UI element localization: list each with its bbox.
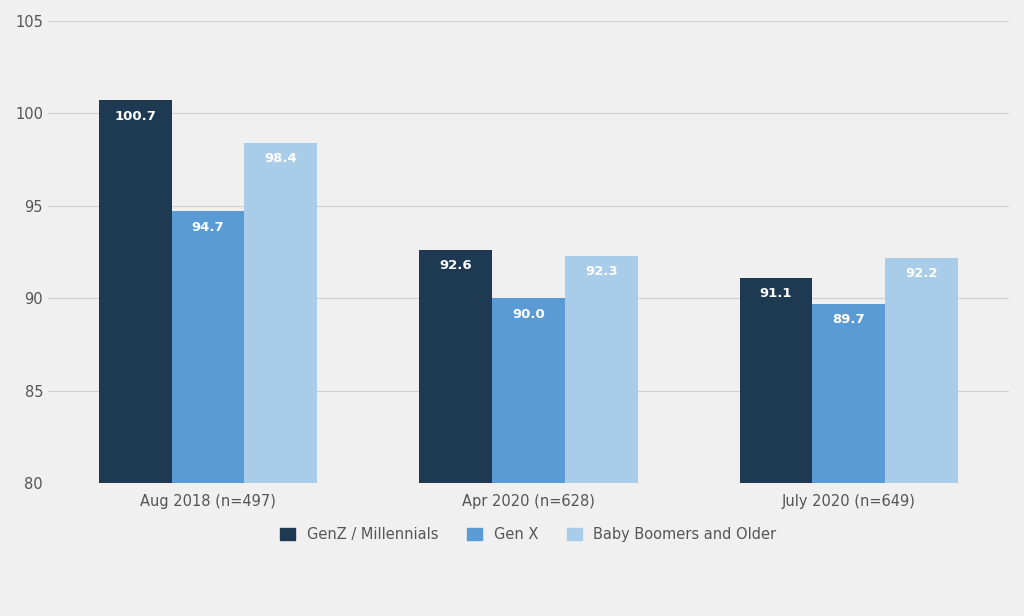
Bar [739, 278, 812, 483]
Text: 92.2: 92.2 [905, 267, 938, 280]
Legend: GenZ / Millennials, Gen X, Baby Boomers and Older: GenZ / Millennials, Gen X, Baby Boomers … [273, 520, 783, 549]
Text: 92.3: 92.3 [585, 265, 617, 278]
Bar [492, 298, 565, 483]
Text: 89.7: 89.7 [833, 313, 865, 326]
Bar [419, 250, 492, 483]
Text: 94.7: 94.7 [191, 221, 224, 233]
Bar [885, 257, 958, 483]
Text: 100.7: 100.7 [115, 110, 157, 123]
Bar [99, 100, 172, 483]
Text: 92.6: 92.6 [439, 259, 472, 272]
Bar [172, 211, 245, 483]
Bar [565, 256, 638, 483]
Text: 91.1: 91.1 [760, 287, 793, 300]
Text: 98.4: 98.4 [264, 152, 297, 165]
Bar [245, 143, 317, 483]
Text: 90.0: 90.0 [512, 307, 545, 320]
Bar [812, 304, 885, 483]
